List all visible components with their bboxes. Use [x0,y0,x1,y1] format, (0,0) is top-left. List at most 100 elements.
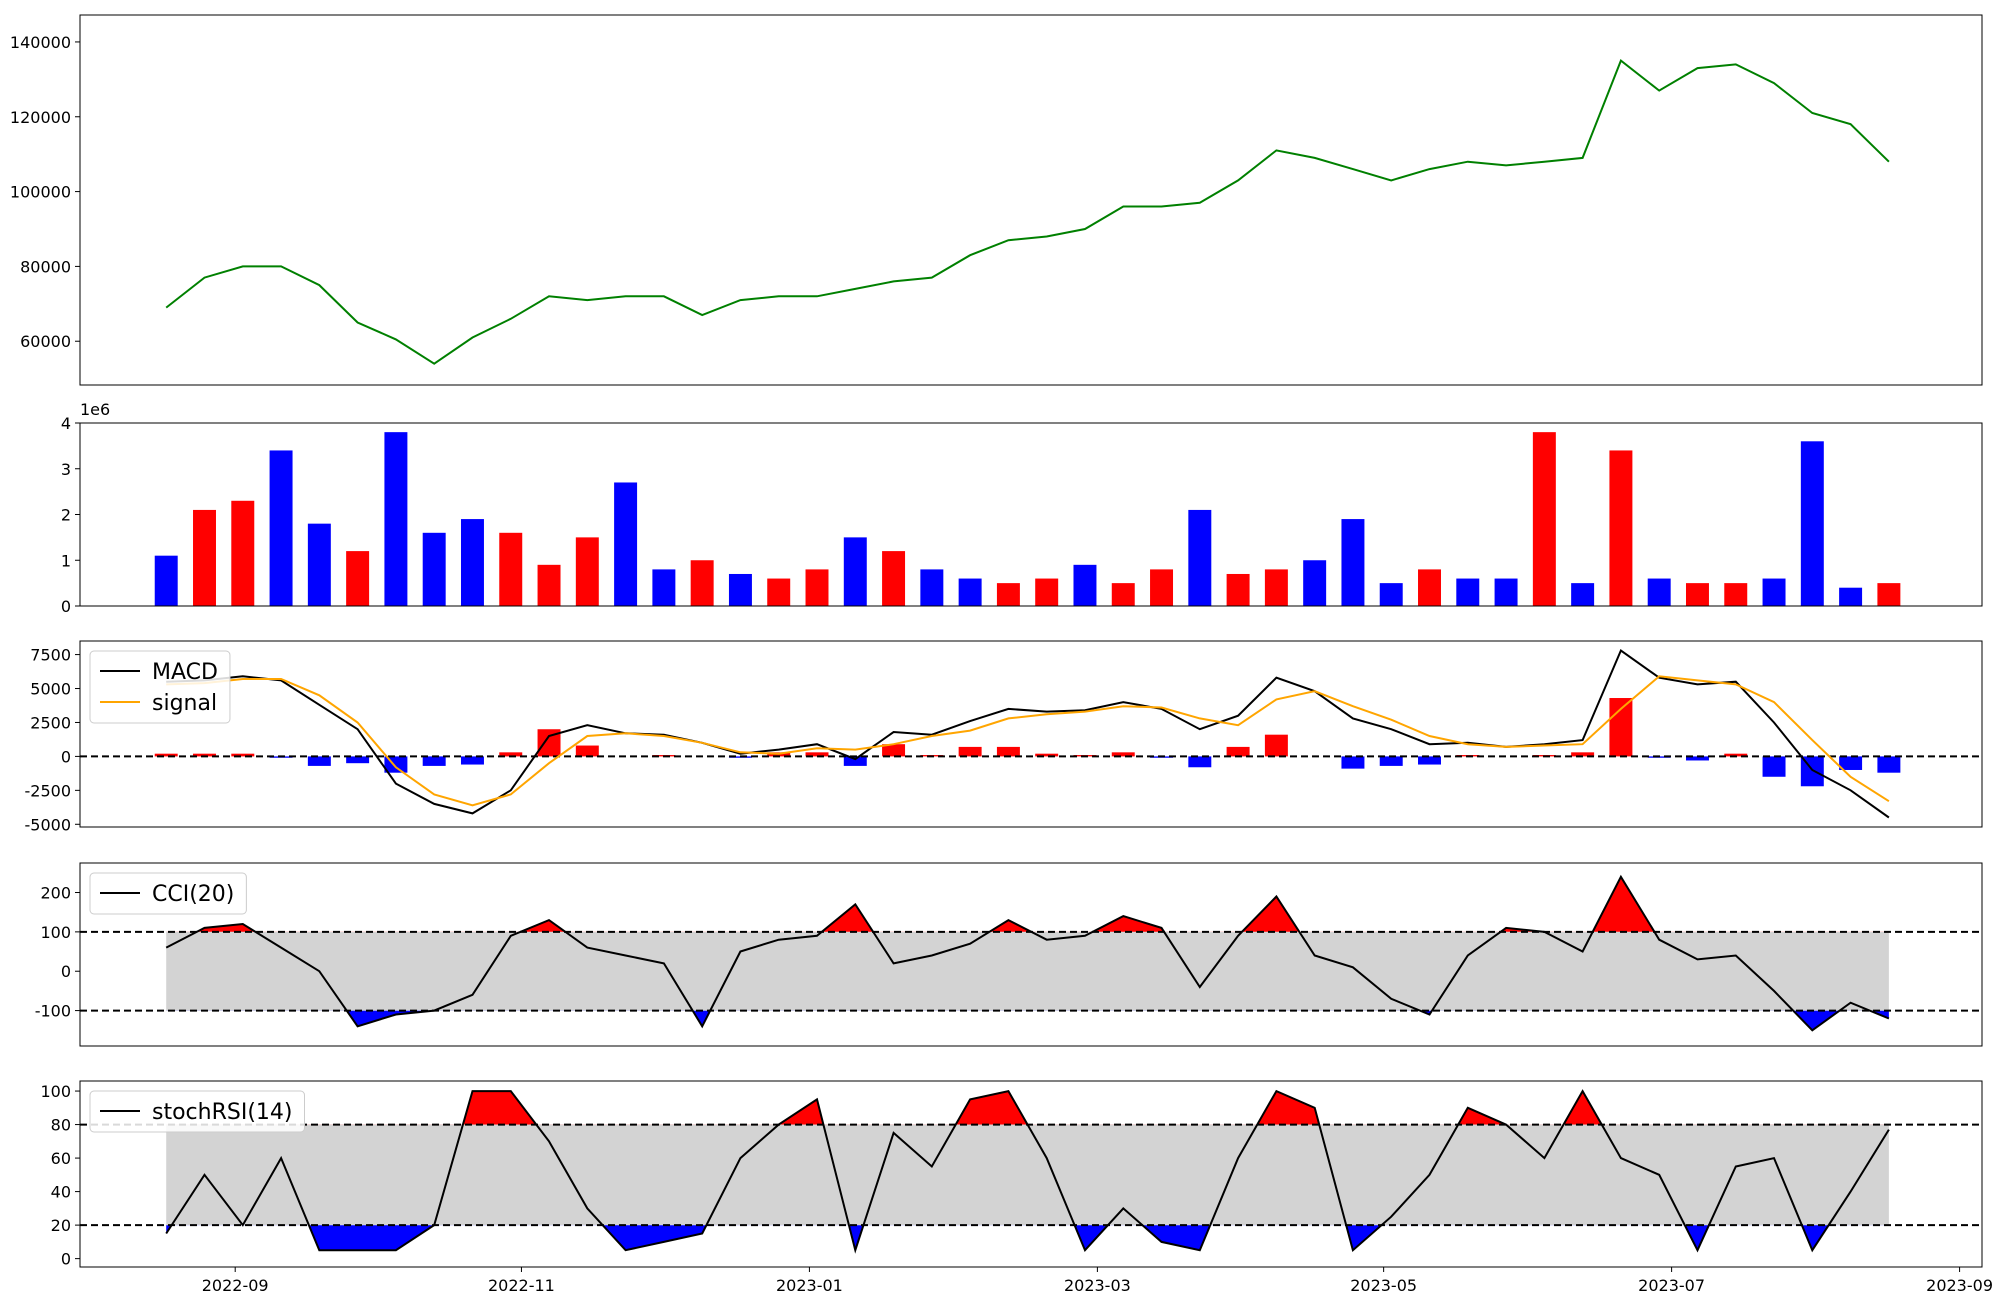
panel-frame [79,862,1983,1047]
histogram-bar [1418,756,1441,765]
series-line [165,1089,1890,1254]
bar [1379,583,1403,606]
bar [1073,564,1097,606]
y-tick-label: 80 [51,1116,71,1135]
panel-frame [79,640,1983,828]
y-tick-label: 5000 [30,680,71,699]
x-tick-label: 2023-07 [1638,1276,1705,1295]
histogram-bar [460,756,484,765]
histogram-bar [1877,756,1901,773]
histogram-bar [422,756,446,766]
legend-box [89,650,231,724]
bar [422,532,446,606]
bar [690,560,714,606]
bar [1839,587,1863,606]
bar [1609,450,1633,606]
x-tick-label: 2023-03 [1064,1276,1131,1295]
histogram-bar [231,753,255,757]
bar [958,578,982,606]
overbought-area [462,1091,1602,1125]
bar [193,509,216,606]
bar [269,450,293,606]
legend-box [89,1090,305,1133]
series-line [165,874,1890,1032]
bar [805,569,829,606]
legend-box [89,872,247,915]
histogram-bar [537,729,561,757]
y-tick-label: 0 [61,1250,71,1269]
bar [1724,583,1748,606]
histogram-bar [1264,734,1288,757]
bar [652,569,676,606]
histogram-bar [958,746,982,757]
histogram-bar [1341,756,1365,769]
histogram-bar [307,756,331,766]
histogram-bar [843,756,867,766]
y-tick-label: 0 [61,747,71,766]
bar [1800,441,1824,606]
y-tick-label: 1 [61,551,71,570]
x-tick-label: 2022-09 [202,1276,269,1295]
threshold-band [166,931,1889,1011]
histogram-bar [499,752,523,757]
x-tick-label: 2023-09 [1926,1276,1993,1295]
histogram-bar [1724,753,1748,757]
bar [307,523,331,606]
histogram-bar [1111,752,1135,757]
series-line [166,675,1890,807]
panel-frame [79,1080,1983,1268]
histogram-bar [1035,753,1059,757]
histogram-bar [1379,756,1403,766]
histogram-bar [1839,756,1863,770]
y-tick-label: -5000 [25,815,72,834]
y-tick-label: 140000 [10,33,71,52]
y-tick-label: 20 [51,1216,71,1235]
series-line [166,648,1890,819]
bar [1571,583,1595,606]
bar [767,578,791,606]
bar [575,537,599,606]
y-tick-label: 2 [61,506,71,525]
bar [1762,578,1786,606]
bar [1264,569,1288,606]
x-tick-label: 2022-11 [488,1276,555,1295]
legend: CCI(20) [89,872,247,915]
bar [996,583,1020,606]
y-tick-label: 200 [40,884,71,903]
x-tick-label: 2023-01 [776,1276,843,1295]
panel-frame [79,14,1983,386]
bar [1341,519,1365,606]
bar [843,537,867,606]
bar [1188,509,1212,606]
y-tick-label: 100 [40,1082,71,1101]
legend-label: CCI(20) [152,882,234,907]
bar [728,573,752,606]
legend-label: signal [152,691,217,716]
bar [1303,560,1327,606]
histogram-bar [575,745,599,757]
histogram-bar [346,756,370,764]
histogram-bar [805,752,829,757]
bar [1532,432,1556,606]
x-tick-label: 2023-05 [1350,1276,1417,1295]
bar [154,555,178,606]
bar [1877,583,1901,606]
bar [1418,569,1441,606]
threshold-band [166,1124,1889,1226]
y-tick-label: 3 [61,460,71,479]
histogram-bar [1188,756,1212,768]
legend: stochRSI(14) [89,1090,305,1133]
histogram-bar [1571,752,1595,757]
y-tick-label: -100 [35,1002,71,1021]
histogram-bar [1762,756,1786,777]
histogram-bar [1685,756,1709,761]
histogram-bar [193,753,216,757]
bar [1647,578,1671,606]
bar [1111,583,1135,606]
histogram-bar [882,744,906,757]
bar [614,482,638,606]
legend: MACD signal [89,650,231,724]
bar [1150,569,1174,606]
